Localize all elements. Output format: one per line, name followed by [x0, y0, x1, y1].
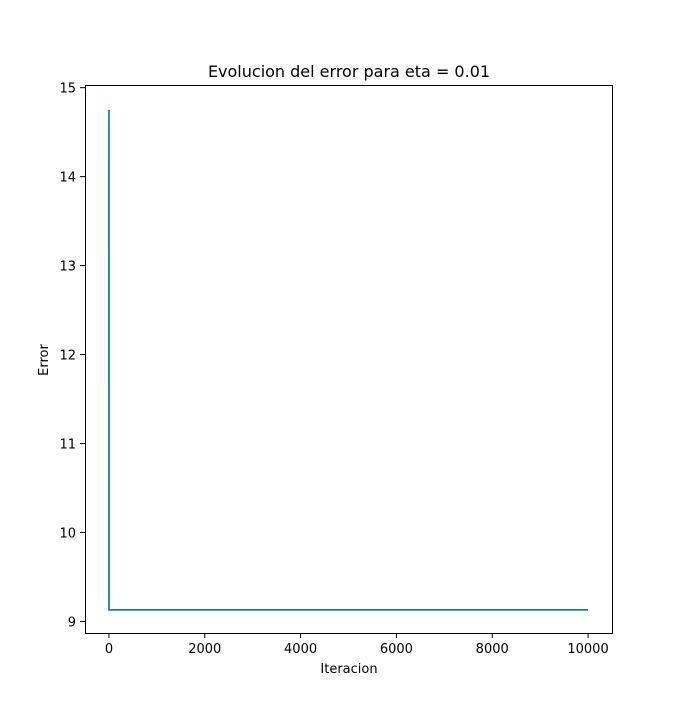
y-axis-label: Error — [37, 344, 52, 376]
y-tick-label: 14 — [59, 171, 76, 186]
series-layer — [108, 109, 589, 611]
error-series-line — [108, 109, 589, 611]
y-tick-label: 12 — [59, 349, 76, 364]
x-axis-label: Iteracion — [320, 662, 377, 677]
axes-frame — [85, 85, 613, 634]
x-tick-label: 8000 — [476, 642, 509, 657]
y-tick-label: 11 — [59, 438, 76, 453]
x-tick-label: 2000 — [188, 642, 221, 657]
x-tick-label: 10000 — [567, 642, 608, 657]
x-tick-label: 4000 — [284, 642, 317, 657]
y-tick-label: 13 — [59, 260, 76, 275]
x-tick-label: 0 — [105, 642, 113, 657]
x-axis: 0 2000 4000 6000 8000 10000 — [105, 633, 609, 657]
chart-title: Evolucion del error para eta = 0.01 — [208, 62, 490, 81]
x-tick-label: 6000 — [380, 642, 413, 657]
y-axis: 9 10 11 12 13 14 15 — [59, 82, 85, 630]
plot-area — [85, 85, 613, 634]
y-tick-label: 9 — [68, 615, 76, 630]
y-tick-label: 15 — [59, 82, 76, 97]
y-tick-label: 10 — [59, 526, 76, 541]
